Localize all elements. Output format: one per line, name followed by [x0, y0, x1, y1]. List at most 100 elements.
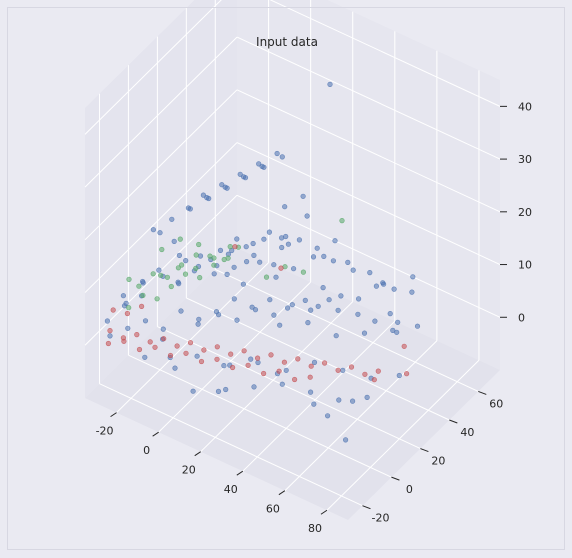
y-tick-label: 40 [460, 426, 474, 439]
data-point [261, 370, 267, 377]
data-point [224, 271, 230, 278]
data-point [154, 296, 160, 302]
data-point [204, 195, 210, 201]
data-point [279, 235, 285, 241]
grid-line-y [99, 383, 363, 507]
data-point [196, 316, 202, 322]
data-point [172, 365, 178, 371]
data-point [252, 307, 259, 313]
data-point [311, 359, 318, 366]
data-point [279, 244, 285, 251]
data-point [159, 246, 165, 253]
z-tick-label: 10 [518, 259, 532, 272]
x-tick-mark [152, 431, 159, 437]
data-point [308, 389, 314, 395]
data-point [197, 275, 203, 281]
data-point [175, 265, 181, 271]
data-point [211, 255, 217, 261]
data-point [124, 310, 130, 317]
data-point [414, 323, 421, 329]
data-point [147, 339, 153, 345]
data-point [300, 269, 307, 275]
data-point [257, 259, 263, 265]
data-point [197, 253, 204, 259]
grid-line-y [157, 326, 421, 450]
data-point [187, 340, 194, 346]
data-point [121, 338, 127, 344]
data-point [125, 325, 131, 331]
y-tick-mark [449, 419, 458, 424]
chart-title: Input data [256, 35, 318, 49]
x-tick-mark [110, 412, 117, 418]
data-point [136, 346, 143, 353]
data-point [361, 330, 368, 336]
data-point [350, 398, 356, 404]
data-point [340, 367, 346, 373]
data-point [372, 318, 378, 324]
data-point [255, 359, 261, 366]
z-tick-label: 40 [518, 100, 532, 113]
data-point [123, 300, 129, 307]
y-tick-label: 0 [406, 483, 413, 496]
pane-floor [85, 248, 500, 520]
data-point [241, 348, 247, 354]
data-point [105, 340, 111, 347]
data-point [196, 241, 202, 248]
x-tick-label: 20 [182, 464, 196, 477]
data-point [282, 204, 288, 210]
data-point [219, 182, 225, 188]
data-point [104, 318, 110, 324]
data-point [107, 333, 113, 339]
data-point [375, 368, 381, 374]
x-tick-mark [194, 451, 201, 457]
data-point [387, 311, 393, 317]
data-point [395, 319, 401, 325]
data-point [362, 371, 368, 377]
data-point [250, 240, 256, 247]
grid-line-x [200, 301, 354, 453]
data-point [221, 363, 227, 369]
z-tick-label: 30 [518, 153, 532, 166]
data-point [245, 362, 251, 368]
data-point [231, 296, 237, 302]
data-point [289, 302, 295, 308]
data-point [249, 304, 255, 310]
data-point [243, 244, 249, 250]
axes-panes [85, 0, 500, 520]
data-point [285, 241, 292, 247]
data-point [216, 312, 222, 318]
data-point [175, 279, 181, 285]
data-point [261, 236, 267, 242]
data-point [281, 359, 288, 365]
data-point [410, 274, 416, 280]
axes-grid [84, 0, 501, 511]
data-point [321, 253, 327, 259]
data-point [310, 254, 317, 260]
data-point [201, 347, 207, 353]
data-point [183, 258, 189, 264]
grid-line-z [269, 0, 501, 107]
data-point [167, 352, 174, 359]
grid-line-z [236, 36, 501, 160]
data-point [325, 413, 331, 419]
data-point [178, 308, 184, 314]
data-point [142, 318, 149, 324]
grid-line-y [128, 354, 392, 478]
data-point [296, 237, 303, 243]
data-point [335, 367, 341, 373]
data-point [278, 265, 284, 271]
data-point [222, 184, 228, 190]
data-point [314, 245, 320, 251]
data-point [279, 381, 285, 387]
x-tick-label: 80 [308, 522, 322, 535]
data-point [266, 229, 273, 235]
data-point [295, 356, 301, 362]
y-tick-label: -20 [371, 512, 389, 525]
data-point [271, 262, 277, 268]
data-point [251, 252, 257, 258]
data-point [231, 264, 237, 270]
x-tick-mark [236, 470, 244, 476]
data-point [373, 283, 380, 289]
data-point [307, 374, 313, 380]
